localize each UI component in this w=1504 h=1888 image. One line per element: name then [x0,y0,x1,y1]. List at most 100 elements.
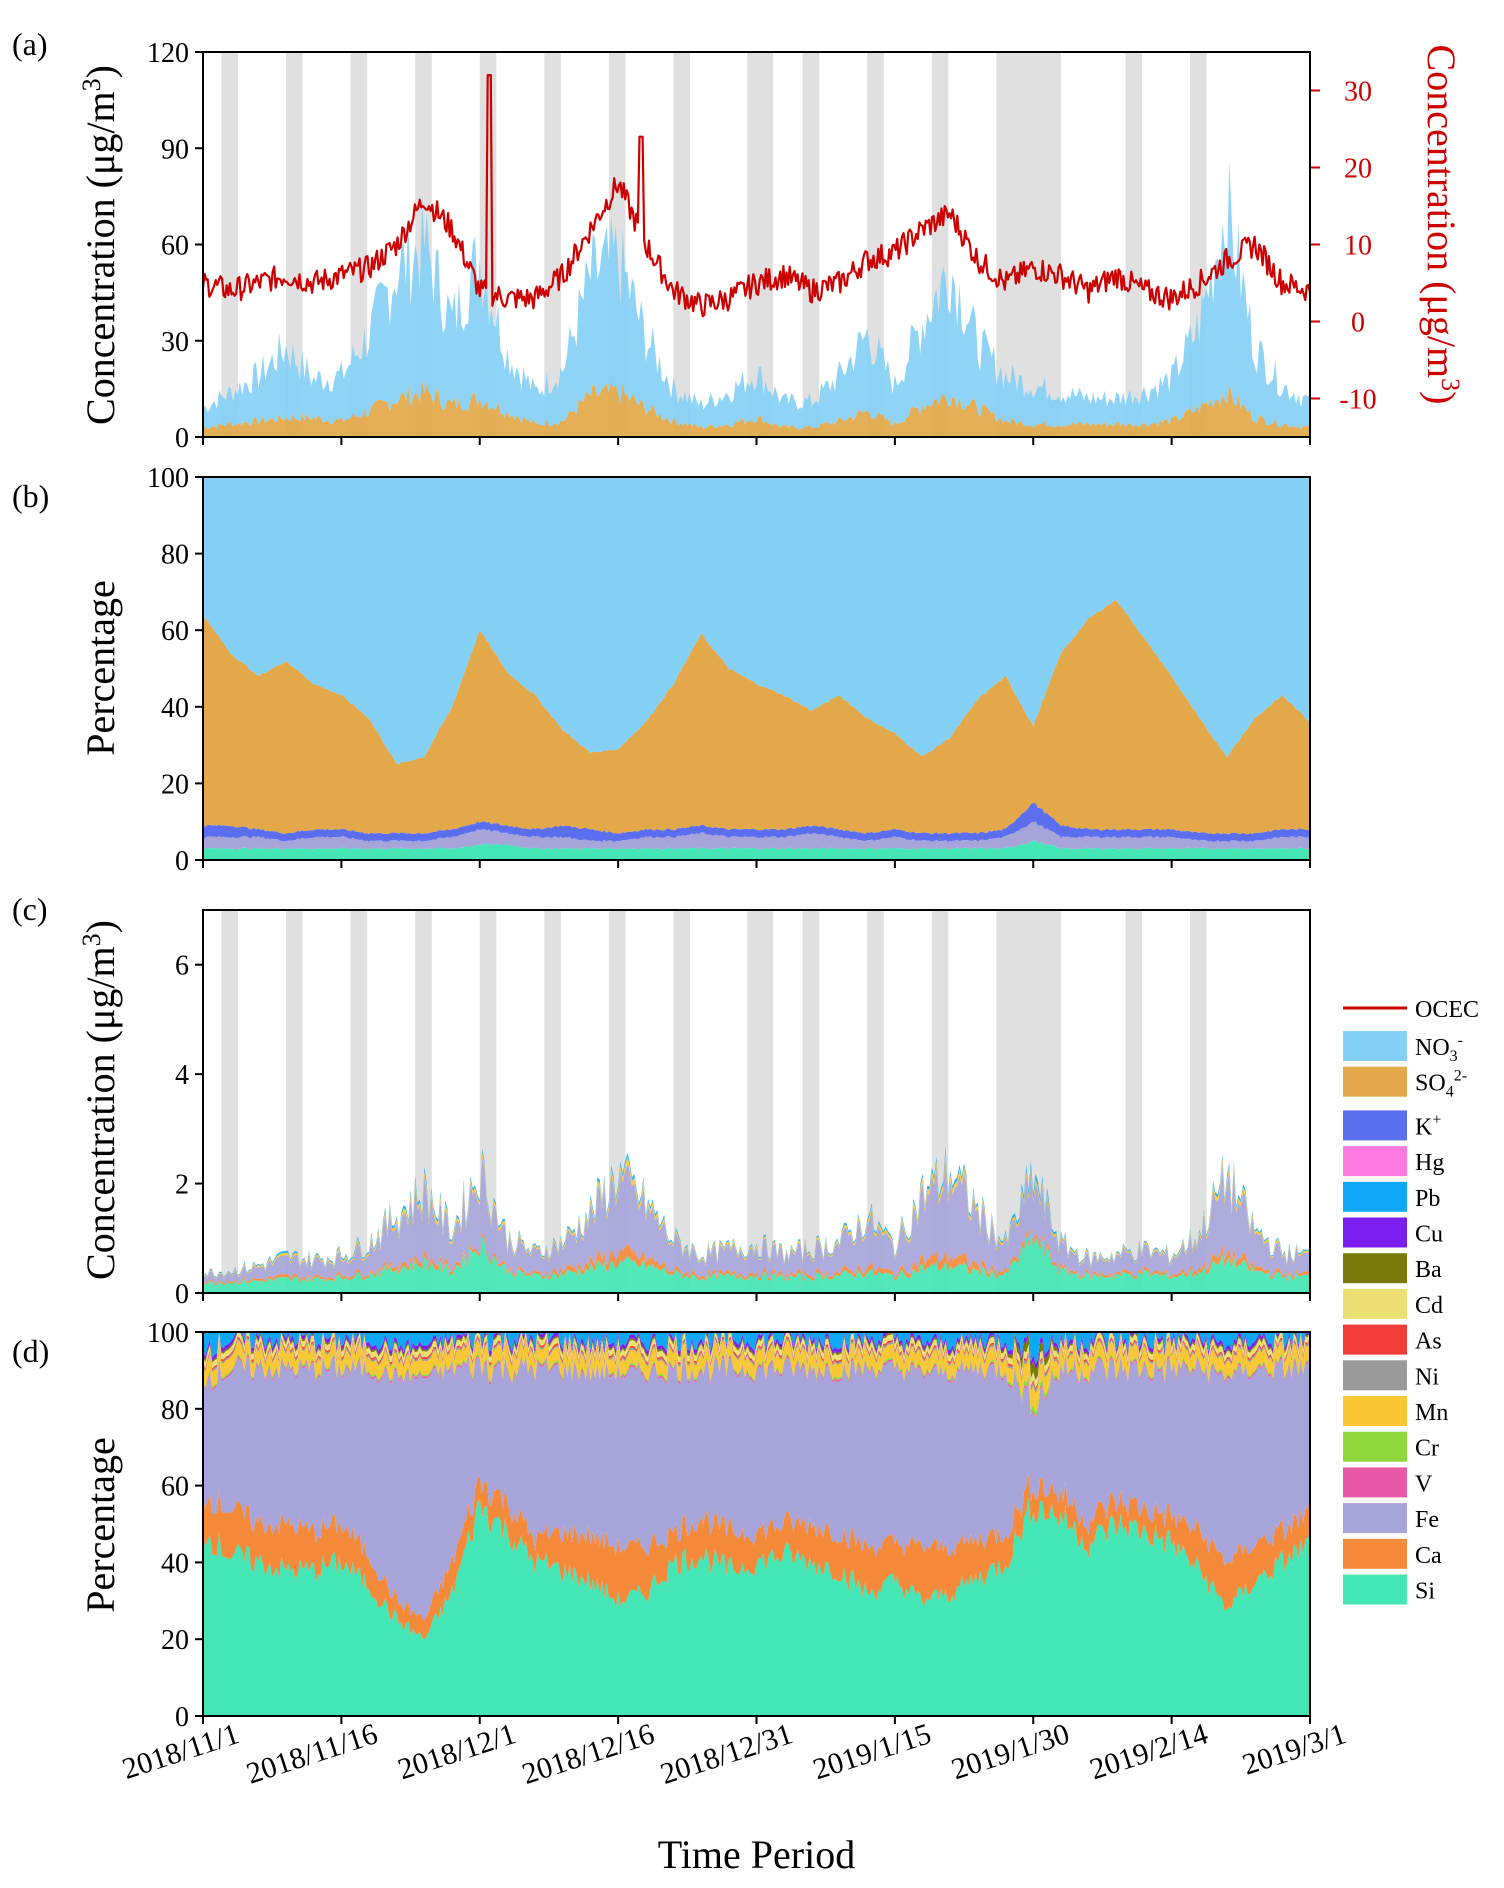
y-tick-label: 20 [161,769,189,800]
panel-label: (a) [12,26,48,62]
legend-item-NO3: NO3- [1343,1031,1463,1065]
y-tick-label: 2 [175,1170,189,1201]
area-Ba [203,1332,1310,1381]
area-Fe [203,1157,1310,1285]
y-tick-label: 60 [161,616,189,647]
area-SO4 [203,380,1310,437]
legend-swatch [1343,1503,1407,1534]
panel-a: -10 0 10 20 30 Concentration (μg/m3) 0 30 60 90 12… [12,26,1465,454]
legend-swatch [1343,1146,1407,1177]
y-axis-label-close: ) [78,65,123,78]
right-tick-label: 0 [1351,308,1365,339]
panel-b: 0 20 40 60 80 100 (b) Percentage [12,463,1311,877]
legend-label: NO3- [1415,1032,1463,1065]
legend-label: OCEC [1415,997,1479,1023]
shaded-period [867,52,884,437]
y-axis-label-sup: 3 [77,933,106,946]
legend-label: As [1415,1329,1442,1355]
right-tick-label: 30 [1344,77,1372,108]
area-NO3 [203,160,1310,430]
legend-label: Hg [1415,1150,1444,1176]
legend-item-Mn: Mn [1343,1396,1448,1426]
panel-label: (d) [12,1333,49,1369]
legend-swatch [1343,1031,1407,1061]
area-Pb [203,1332,1310,1364]
y-tick-label: 60 [161,231,189,262]
legend-item-Pb: Pb [1343,1181,1440,1212]
x-tick-label: 2018/12/31 [656,1717,796,1791]
legend-label: Mn [1415,1400,1448,1426]
panel-c: 0 2 4 6 (c) Concentration (μg/m3) [12,891,1311,1310]
legend-swatch [1343,1538,1407,1569]
area-Si [203,1232,1310,1293]
y-axis-label-close: ) [78,920,123,933]
legend-swatch [1343,1288,1407,1319]
legend-swatch [1343,1253,1407,1284]
area-Si [203,1497,1310,1716]
legend-label: Si [1415,1579,1435,1605]
y-tick-label: 20 [161,1625,189,1656]
legend-sub: 4 [1446,1084,1454,1101]
area-K [203,803,1310,842]
legend-label: Cr [1415,1436,1439,1462]
legend-label: K+ [1415,1111,1441,1140]
y-tick-label: 30 [161,327,189,358]
legend-swatch [1343,1217,1407,1248]
legend-sub: 3 [1450,1048,1458,1065]
legend-label: Ni [1415,1364,1439,1390]
shaded-period [350,910,368,1293]
shaded-period [1125,52,1143,437]
y-tick-label: 100 [147,1318,189,1349]
x-tick-label: 2019/3/1 [1239,1717,1351,1781]
area-Cd [203,1332,1310,1388]
x-axis-label: Time Period [658,1832,855,1877]
shaded-period [996,52,1061,437]
x-tick-label: 2018/12/1 [394,1717,520,1786]
legend-item-As: As [1343,1324,1442,1355]
legend-item-Ca: Ca [1343,1538,1442,1569]
legend-label: Cd [1415,1293,1443,1319]
legend-swatch [1343,1467,1407,1498]
legend-label: Cu [1415,1222,1443,1248]
shaded-period [221,910,239,1293]
legend-item-Ni: Ni [1343,1360,1439,1391]
ocec-line [201,74,1312,318]
legend-item-Hg: Hg [1343,1146,1444,1177]
legend-item-Cr: Cr [1343,1431,1439,1462]
right-axis-label: Concentration (μg/m3) [1419,45,1465,405]
legend-item-SO4: SO42- [1343,1066,1467,1101]
y-axis-label: Percentage [78,1437,123,1612]
right-axis-label-sup: 3 [1436,378,1465,391]
legend-swatch [1343,1066,1407,1097]
x-axis: 2018/11/1 2018/11/16 2018/12/12018/12/1620… [118,1717,1350,1877]
y-tick-label: 0 [175,846,189,877]
y-axis-label: Concentration (μg/m3) [77,65,123,425]
legend-item-V: V [1343,1467,1433,1498]
shaded-period [673,52,691,437]
shaded-period [544,52,561,437]
x-tick-label: 2018/11/16 [242,1717,381,1790]
y-axis-label: Concentration (μg/m3) [77,920,123,1280]
y-tick-label: 0 [175,1702,189,1733]
area-SO4 [203,600,1310,835]
shaded-period [350,52,368,437]
legend-label: Pb [1415,1186,1440,1212]
x-tick-label: 2019/2/14 [1086,1717,1212,1786]
shaded-period [286,910,303,1293]
legend-label: SO42- [1415,1068,1467,1101]
shaded-period [867,910,884,1293]
y-tick-label: 80 [161,1395,189,1426]
legend-label: Ca [1415,1543,1442,1569]
x-tick-label: 2019/1/30 [947,1717,1073,1786]
legend-sup: 2- [1454,1068,1467,1085]
shaded-period [544,910,561,1293]
y-tick-label: 6 [175,951,189,982]
y-axis-label-sup: 3 [77,78,106,91]
y-tick-label: 80 [161,540,189,571]
area-Fe [203,1354,1310,1620]
right-tick-label: 20 [1344,154,1372,185]
panel-label: (b) [12,478,49,514]
legend-swatch [1343,1360,1407,1391]
